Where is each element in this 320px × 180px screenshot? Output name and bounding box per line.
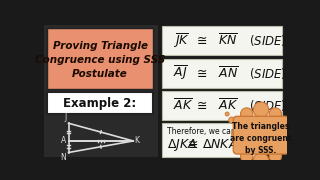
Circle shape <box>253 153 269 168</box>
Text: N: N <box>60 153 66 162</box>
Text: Therefore, we can say that:: Therefore, we can say that: <box>167 127 272 136</box>
Text: A: A <box>61 136 66 145</box>
Text: Example 2:: Example 2: <box>63 97 137 110</box>
Circle shape <box>241 150 253 163</box>
Circle shape <box>225 112 229 116</box>
Text: $\overline{AN}$: $\overline{AN}$ <box>218 66 238 81</box>
FancyBboxPatch shape <box>47 93 153 114</box>
Text: $\Delta JKA$: $\Delta JKA$ <box>167 137 197 153</box>
Text: J: J <box>64 113 66 122</box>
Text: $\overline{AK}$: $\overline{AK}$ <box>173 98 194 113</box>
FancyBboxPatch shape <box>163 26 282 55</box>
FancyBboxPatch shape <box>47 28 153 89</box>
Text: $\cong$: $\cong$ <box>194 34 208 47</box>
Text: $\overline{JK}$: $\overline{JK}$ <box>173 32 190 50</box>
Text: $(SIDE)$: $(SIDE)$ <box>249 98 286 113</box>
Circle shape <box>269 150 282 163</box>
Circle shape <box>229 117 235 123</box>
Text: Proving Triangle
Congruence using SSS
Postulate: Proving Triangle Congruence using SSS Po… <box>35 41 165 79</box>
Text: $(SIDE)$: $(SIDE)$ <box>249 66 286 81</box>
FancyBboxPatch shape <box>44 25 158 157</box>
Text: $\overline{AJ}$: $\overline{AJ}$ <box>173 64 188 82</box>
Text: K: K <box>135 136 140 145</box>
Text: $\cong$: $\cong$ <box>185 138 198 151</box>
Circle shape <box>269 108 282 120</box>
Circle shape <box>241 108 253 120</box>
FancyBboxPatch shape <box>163 91 282 120</box>
FancyBboxPatch shape <box>47 117 153 156</box>
Text: $\overline{AK}$: $\overline{AK}$ <box>218 98 238 113</box>
Text: $\overline{KN}$: $\overline{KN}$ <box>218 33 237 49</box>
Text: The triangles
are congruent
by SSS.: The triangles are congruent by SSS. <box>230 122 292 155</box>
Circle shape <box>232 130 243 141</box>
FancyBboxPatch shape <box>163 58 282 88</box>
Circle shape <box>279 130 290 141</box>
Circle shape <box>253 102 269 118</box>
FancyBboxPatch shape <box>233 116 289 154</box>
Text: $\Delta NKA$: $\Delta NKA$ <box>203 138 238 151</box>
FancyBboxPatch shape <box>163 123 255 157</box>
Text: $\cong$: $\cong$ <box>194 99 208 112</box>
Text: $\cong$: $\cong$ <box>194 67 208 80</box>
Text: $(SIDE)$: $(SIDE)$ <box>249 33 286 48</box>
